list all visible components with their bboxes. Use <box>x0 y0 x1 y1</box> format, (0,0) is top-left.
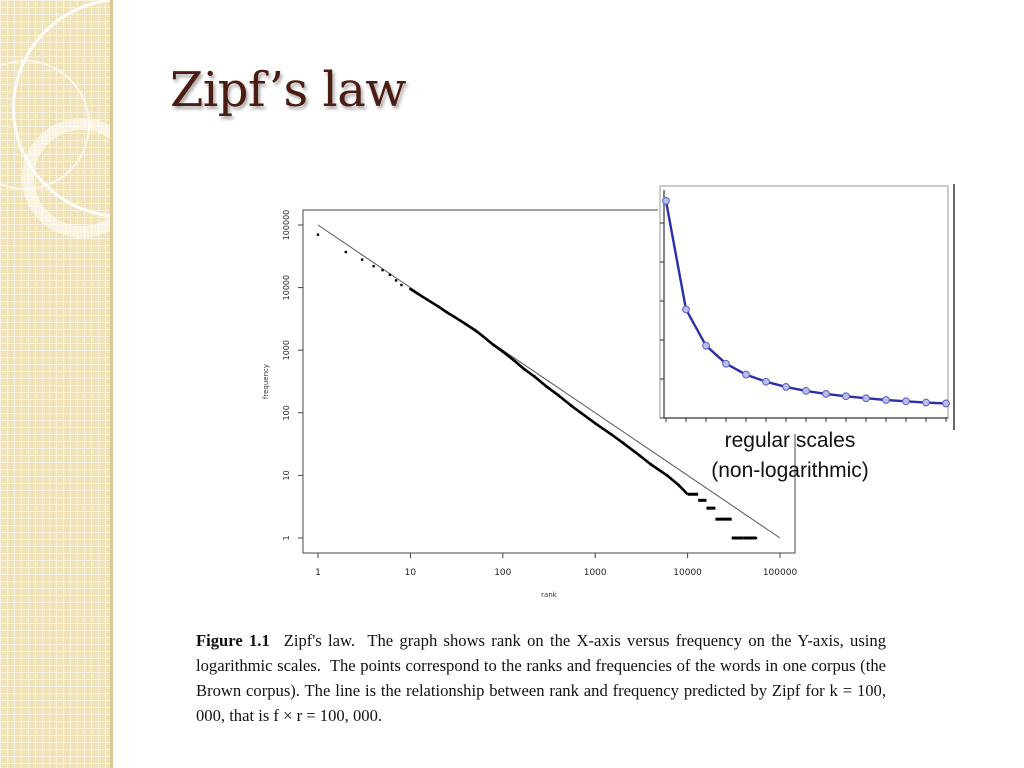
data-point-trail <box>677 484 689 496</box>
data-point <box>715 517 732 521</box>
data-point-trail <box>533 375 548 388</box>
x-tick-label: 1 <box>315 568 321 578</box>
data-point-trail <box>557 394 573 407</box>
y-tick-label: 10000 <box>282 275 291 300</box>
data-point-trail <box>417 292 428 301</box>
data-point-trail <box>546 385 560 397</box>
inset-data-point <box>702 341 710 350</box>
inset-data-point <box>662 196 670 205</box>
inset-data-point <box>922 398 930 407</box>
x-tick-label: 1000 <box>584 568 607 578</box>
y-axis-label: frequency <box>262 364 270 399</box>
data-point <box>372 264 375 268</box>
data-point-trail <box>570 404 582 414</box>
data-point-trail <box>481 334 495 347</box>
zipf-loglog-chart: 1 10 100 1000 10000 100000 1 10 100 1000 10000 1000… <box>262 209 798 599</box>
inset-data-point <box>822 389 830 398</box>
x-tick-label: 10000 <box>673 568 702 578</box>
data-point-trail <box>465 323 476 332</box>
data-point <box>388 273 392 277</box>
inset-series-line <box>664 200 947 405</box>
data-point <box>316 233 320 236</box>
data-point-trail <box>453 315 467 326</box>
data-point-trail <box>493 344 504 353</box>
inset-caption: regular scales (non-logarithmic) <box>690 426 890 486</box>
data-point-trail <box>446 311 456 319</box>
data-point <box>344 250 348 254</box>
data-point-trail <box>666 474 680 487</box>
data-point <box>743 536 757 540</box>
inset-data-point <box>782 383 790 391</box>
data-point-trail <box>512 358 525 371</box>
data-point-trail <box>437 305 448 314</box>
y-tick-label: 100000 <box>282 210 291 241</box>
data-point-trail <box>523 367 536 378</box>
inset-frame <box>659 185 949 419</box>
x-axis-label: rank <box>541 591 558 599</box>
data-point <box>649 463 653 466</box>
inset-data-point <box>762 377 770 386</box>
data-point <box>731 536 744 540</box>
data-point <box>754 536 758 540</box>
x-tick-label: 100 <box>494 568 511 578</box>
inset-caption-line-2: (non-logarithmic) <box>711 459 869 482</box>
figure-caption: Figure 1.1 Zipf's law. The graph shows ra… <box>196 628 886 728</box>
data-point <box>400 283 403 287</box>
slide-title: Zipf’s law <box>170 62 406 118</box>
y-tick-label: 1 <box>282 535 291 540</box>
figure-caption-text: Zipf's law. The graph shows rank on the … <box>196 631 891 725</box>
x-tick-label: 100000 <box>763 568 798 578</box>
data-point-trail <box>622 441 641 457</box>
figure-label: Figure 1.1 <box>196 631 270 650</box>
inset-data-point <box>682 305 690 314</box>
data-point-trail <box>425 298 439 308</box>
data-point-trail <box>409 287 419 295</box>
inset-data-point <box>842 392 850 401</box>
data-point <box>706 506 716 510</box>
data-point-trail <box>474 329 484 337</box>
inset-data-point <box>802 386 810 395</box>
inset-data-point <box>722 359 730 368</box>
data-point-trail <box>594 422 613 436</box>
zipf-prediction-line <box>317 224 781 539</box>
side-band-edge <box>110 0 113 768</box>
data-point-trail <box>610 433 624 444</box>
inset-data-point <box>882 396 890 404</box>
data-point <box>381 268 384 272</box>
data-point <box>360 258 364 261</box>
inset-panel <box>658 184 956 434</box>
inset-data-point <box>942 399 950 408</box>
x-tick-label: 10 <box>405 568 417 578</box>
data-point-trail <box>580 411 596 425</box>
inset-data-point <box>862 394 870 403</box>
data-point <box>394 279 398 282</box>
y-tick-label: 10 <box>282 470 291 480</box>
inset-data-point <box>902 397 910 406</box>
data-point <box>687 492 699 496</box>
decorative-side-band <box>0 0 112 768</box>
data-point-trail <box>638 454 652 466</box>
inset-regular-scale-chart <box>659 184 955 430</box>
data-point <box>698 498 707 502</box>
y-tick-label: 100 <box>282 405 291 420</box>
data-point-trail <box>501 350 515 361</box>
inset-data-point <box>742 370 750 379</box>
inset-caption-line-1: regular scales <box>724 429 856 452</box>
data-point-trail <box>650 463 668 477</box>
y-tick-label: 1000 <box>282 340 291 360</box>
data-point <box>425 298 428 301</box>
